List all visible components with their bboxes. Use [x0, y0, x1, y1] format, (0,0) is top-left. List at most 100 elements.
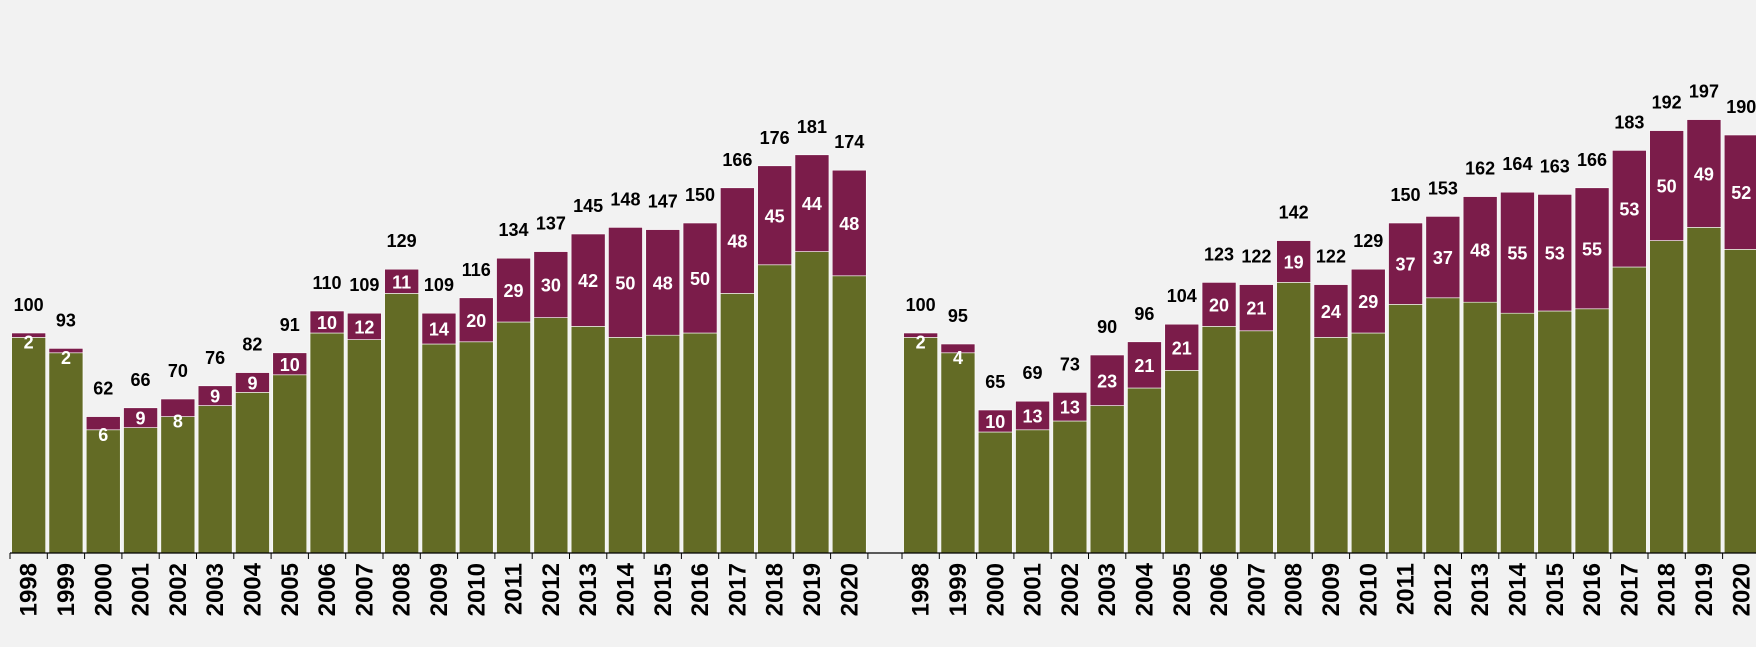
total-label: 150 — [685, 185, 715, 205]
bar-top-2003 — [1089, 354, 1125, 406]
bar-top-2008 — [384, 268, 419, 294]
segment-label: 4 — [953, 348, 963, 368]
segment-label: 21 — [1246, 299, 1266, 319]
x-tick-label: 2001 — [128, 563, 155, 616]
bar-top-2015 — [645, 229, 681, 336]
segment-label: 20 — [466, 311, 486, 331]
bar-base-2010 — [458, 341, 494, 554]
bar-top-2006 — [1201, 282, 1237, 327]
bar-top-2005 — [272, 352, 308, 376]
bar-base-2011 — [1388, 304, 1423, 554]
bar-top-2011 — [1388, 222, 1423, 305]
segment-label: 6 — [98, 425, 108, 445]
bar-base-2016 — [682, 332, 718, 554]
total-label: 134 — [499, 220, 529, 240]
segment-label: 2 — [24, 332, 34, 352]
segment-label: 10 — [317, 313, 337, 333]
bar-top-2018 — [1649, 130, 1684, 241]
bar-base-1998 — [903, 337, 938, 554]
x-tick-label: 2017 — [724, 563, 751, 616]
x-tick-label: 2009 — [1318, 563, 1345, 616]
x-tick-label: 2018 — [762, 563, 789, 616]
bar-base-2012 — [1425, 297, 1461, 554]
segment-label: 14 — [429, 320, 449, 340]
bar-top-2018 — [757, 165, 792, 266]
x-tick-label: 2015 — [650, 563, 677, 616]
x-tick-label: 2017 — [1616, 563, 1643, 616]
total-label: 109 — [349, 275, 379, 295]
x-tick-label: 2006 — [1206, 563, 1233, 616]
total-label: 145 — [573, 196, 603, 216]
bar-top-2013 — [1462, 196, 1498, 303]
total-label: 65 — [985, 372, 1005, 392]
bar-top-2019 — [794, 154, 830, 252]
total-label: 166 — [1577, 150, 1607, 170]
bar-top-2009 — [1313, 284, 1349, 338]
bar-base-2019 — [1686, 227, 1722, 554]
bar-top-2001 — [123, 407, 158, 428]
x-tick-label: 2012 — [1430, 563, 1457, 616]
bar-base-2004 — [235, 392, 270, 554]
bar-base-2013 — [1462, 301, 1498, 554]
total-label: 148 — [610, 189, 640, 209]
total-label: 153 — [1428, 178, 1458, 198]
x-tick-label: 2004 — [239, 562, 266, 616]
segment-label: 49 — [1694, 165, 1714, 185]
segment-label: 9 — [247, 374, 257, 394]
total-label: 82 — [242, 335, 262, 355]
bar-base-2000 — [977, 431, 1013, 554]
total-label: 150 — [1391, 185, 1421, 205]
total-label: 123 — [1204, 244, 1234, 264]
total-label: 110 — [313, 273, 342, 293]
x-tick-label: 2014 — [612, 562, 639, 616]
segment-label: 19 — [1284, 253, 1304, 273]
total-label: 91 — [280, 315, 300, 335]
bar-base-2006 — [1201, 326, 1237, 554]
x-tick-label: 2020 — [836, 563, 863, 616]
bar-top-2016 — [682, 222, 718, 334]
total-label: 96 — [1134, 304, 1154, 324]
total-label: 197 — [1689, 82, 1719, 102]
segment-label: 37 — [1433, 248, 1453, 268]
x-tick-label: 2006 — [314, 563, 341, 616]
total-label: 166 — [722, 150, 752, 170]
bar-base-2017 — [720, 293, 755, 554]
segment-label: 50 — [1657, 177, 1677, 197]
bar-base-2020 — [1723, 249, 1756, 554]
bar-base-2011 — [496, 321, 531, 554]
segment-label: 44 — [802, 194, 822, 214]
x-tick-label: 2001 — [1020, 563, 1047, 616]
total-label: 122 — [1241, 247, 1271, 267]
total-label: 76 — [205, 348, 225, 368]
segment-label: 37 — [1396, 255, 1416, 275]
x-tick-label: 2011 — [1393, 563, 1420, 615]
segment-label: 53 — [1619, 200, 1639, 220]
x-tick-label: 2012 — [538, 563, 565, 616]
x-tick-label: 2009 — [426, 563, 453, 616]
segment-label: 55 — [1582, 239, 1602, 259]
bar-base-2004 — [1127, 387, 1162, 554]
bar-top-2012 — [1425, 216, 1461, 299]
total-label: 183 — [1614, 112, 1644, 132]
segment-label: 9 — [210, 387, 220, 407]
bar-base-2007 — [347, 339, 382, 554]
total-label: 100 — [906, 295, 936, 315]
segment-label: 48 — [839, 214, 859, 234]
bar-base-2008 — [384, 293, 419, 554]
bar-base-2012 — [533, 317, 569, 554]
x-tick-label: 2016 — [687, 563, 714, 616]
total-label: 164 — [1502, 154, 1532, 174]
bar-base-2018 — [1649, 240, 1684, 554]
x-tick-label: 1999 — [945, 563, 972, 616]
segment-label: 24 — [1321, 302, 1341, 322]
bar-base-1999 — [48, 352, 84, 554]
total-label: 163 — [1540, 156, 1570, 176]
segment-label: 21 — [1134, 356, 1154, 376]
total-label: 62 — [93, 379, 113, 399]
bar-base-2016 — [1574, 308, 1610, 554]
total-label: 104 — [1167, 286, 1197, 306]
bar-base-2010 — [1350, 332, 1386, 554]
bar-top-2012 — [533, 251, 569, 318]
x-tick-label: 2019 — [1691, 563, 1718, 616]
x-tick-label: 2002 — [1057, 563, 1084, 616]
